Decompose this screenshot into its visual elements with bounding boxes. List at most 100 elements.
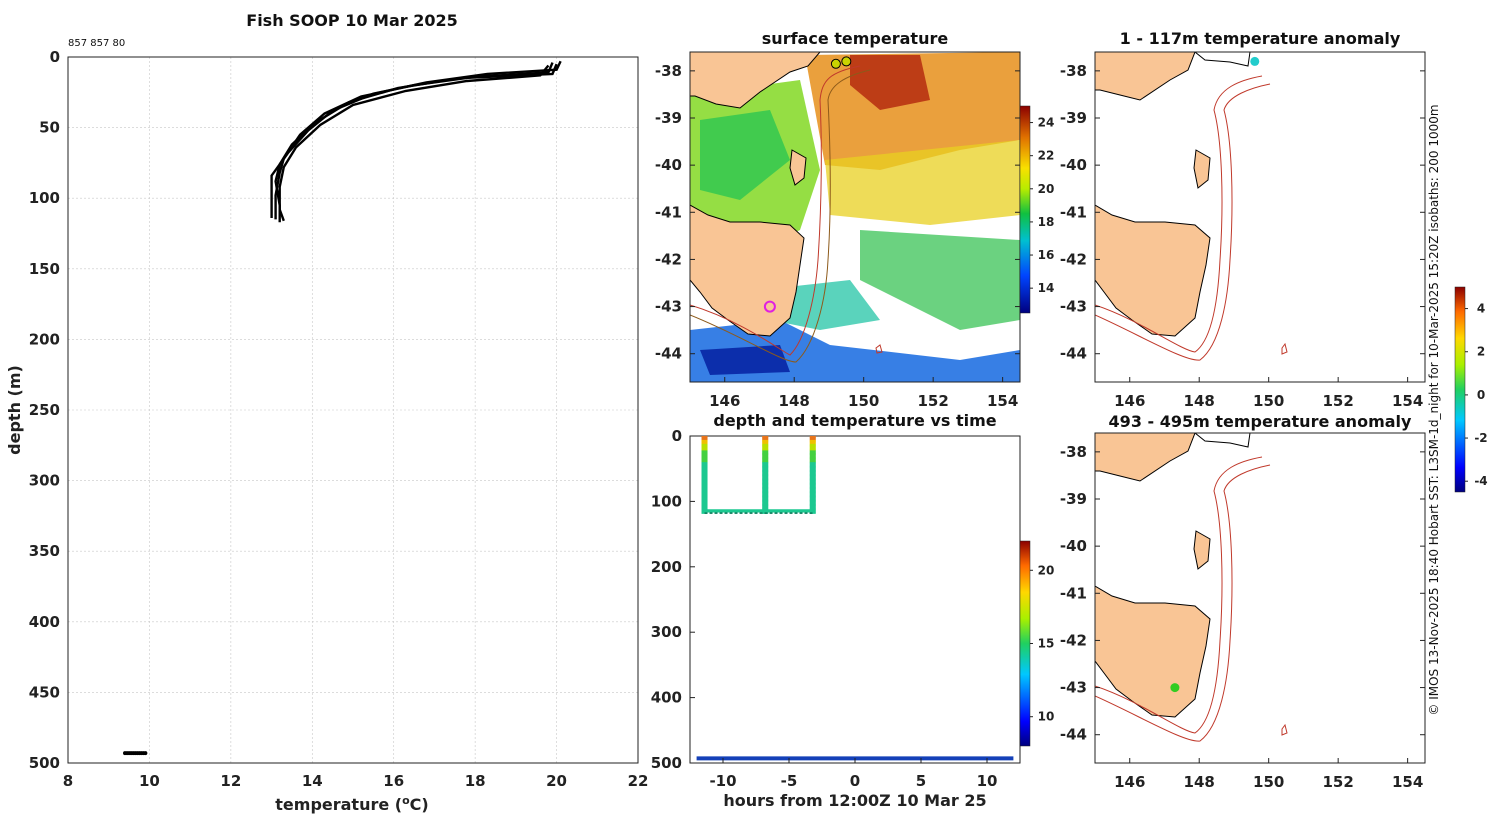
depth-time-profile-sample [809, 470, 816, 473]
map-xtick-label: 152 [1323, 392, 1354, 410]
sst-title: surface temperature [762, 29, 949, 48]
depth-time-profile-sample [809, 456, 816, 459]
depth-time-profile-sample [762, 467, 769, 470]
profile-series-line [270, 60, 562, 218]
depth-time-profile-sample [701, 446, 708, 449]
a2-mainland [1095, 433, 1196, 482]
depth-time-xtick-label: -10 [709, 772, 736, 790]
profile-ytick-label: 250 [29, 401, 60, 419]
depth-time-profile-sample [701, 454, 708, 457]
sst-isobath-200 [690, 65, 861, 356]
colorbar-tick-label: 14 [1038, 281, 1055, 295]
depth-time-profile-sample [701, 447, 708, 450]
depth-time-profile-sample [762, 459, 769, 462]
depth-time-profile-sample [809, 511, 816, 514]
depth-time-profile-sample [809, 488, 816, 491]
profile-ytick-label: 450 [29, 683, 60, 701]
colorbar-tick-label: 22 [1038, 149, 1055, 163]
depth-time-profile-sample [762, 492, 769, 495]
depth-time-profile-sample [762, 500, 769, 503]
depth-time-profile-sample [701, 498, 708, 501]
depth-time-profile-sample [762, 443, 769, 446]
depth-time-profile-sample [762, 487, 769, 490]
depth-time-profile-sample [701, 488, 708, 491]
depth-time-profile-sample [809, 504, 816, 507]
map-ytick-label: -43 [655, 298, 682, 316]
sst-isobath-seamount [875, 344, 883, 354]
depth-time-profile-sample [701, 450, 708, 453]
depth-time-profile-sample [701, 504, 708, 507]
depth-time-profile-sample [809, 445, 816, 448]
depth-time-profile-sample [701, 476, 708, 479]
depth-time-ytick-label: 400 [651, 689, 682, 707]
colorbar-tick-label: -4 [1474, 474, 1487, 488]
map-ytick-label: -41 [655, 203, 682, 221]
depth-time-profile-sample [809, 492, 816, 495]
map-xtick-label: 150 [848, 392, 879, 410]
depth-time-profile-sample [701, 467, 708, 470]
anomaly-deep-title: 493 - 495m temperature anomaly [1109, 412, 1412, 431]
colorbar-tick-label: 16 [1038, 248, 1055, 262]
depth-time-profile-sample [701, 501, 708, 504]
depth-time-profile-sample [701, 473, 708, 476]
depth-time-profile-sample [701, 492, 708, 495]
depth-time-profile-sample [762, 475, 769, 478]
colorbar-tick-label: 24 [1038, 116, 1055, 130]
anomaly-colorbar [1454, 286, 1466, 493]
depth-time-profile-sample [809, 468, 816, 471]
depth-time-profile-sample [809, 481, 816, 484]
a1-mainland [1095, 52, 1196, 101]
depth-time-profile-sample [701, 443, 708, 446]
depth-time-profile-sample [762, 471, 769, 474]
depth-time-profile-sample [762, 441, 769, 444]
depth-time-profile-sample [809, 436, 816, 438]
depth-time-profile-sample [701, 494, 708, 497]
map-xtick-label: 148 [1184, 773, 1215, 791]
map-xtick-label: 150 [1253, 773, 1284, 791]
depth-time-profile-sample [762, 505, 769, 508]
depth-time-profile-sample [701, 471, 708, 474]
depth-time-profile-sample [809, 480, 816, 483]
depth-time-profile-sample [762, 462, 769, 465]
depth-time-profile-sample [762, 470, 769, 473]
depth-time-profile-sample [701, 496, 708, 499]
depth-time-xtick-label: 0 [850, 772, 860, 790]
depth-time-profile-sample [809, 501, 816, 504]
depth-time-profile-sample [701, 460, 708, 463]
depth-time-profile-sample [762, 504, 769, 507]
depth-time-profile-sample [701, 483, 708, 486]
anomaly-upper-title: 1 - 117m temperature anomaly [1120, 29, 1401, 48]
serial-number: 857 857 80 [68, 38, 125, 49]
depth-time-profile-sample [762, 473, 769, 476]
depth-time-profile-sample [809, 473, 816, 476]
depth-time-profile-sample [701, 463, 708, 466]
profile-xtick-label: 8 [63, 772, 73, 790]
depth-time-profile-sample [701, 455, 708, 458]
map-xtick-label: 148 [1184, 392, 1215, 410]
depth-time-profile-sample [809, 459, 816, 462]
depth-time-profile-sample [701, 505, 708, 508]
map-ytick-label: -43 [1060, 679, 1087, 697]
depth-time-profile-sample [762, 451, 769, 454]
depth-time-profile-sample [701, 493, 708, 496]
depth-time-profile-sample [809, 496, 816, 499]
profile-ytick-label: 300 [29, 472, 60, 490]
profile-ytick-label: 400 [29, 613, 60, 631]
depth-time-profile-sample [762, 502, 769, 505]
profile-ytick-label: 500 [29, 754, 60, 772]
profile-xtick-label: 18 [465, 772, 486, 790]
depth-time-profile-sample [809, 494, 816, 497]
map-xtick-label: 154 [987, 392, 1018, 410]
depth-time-profile-sample [809, 487, 816, 490]
depth-time-xtick-label: 5 [916, 772, 926, 790]
depth-time-profile-sample [809, 439, 816, 442]
sst-station-marker-south [763, 300, 776, 313]
depth-time-profile-sample [809, 484, 816, 487]
depth-time-xlabel: hours from 12:00Z 10 Mar 25 [723, 791, 986, 810]
map-xtick-label: 152 [918, 392, 949, 410]
map-ytick-label: -41 [1060, 584, 1087, 602]
depth-time-profile-sample [762, 454, 769, 457]
depth-time-profile-sample [809, 454, 816, 457]
depth-time-profile-sample [809, 483, 816, 486]
colorbar-tick-label: 2 [1477, 345, 1485, 359]
